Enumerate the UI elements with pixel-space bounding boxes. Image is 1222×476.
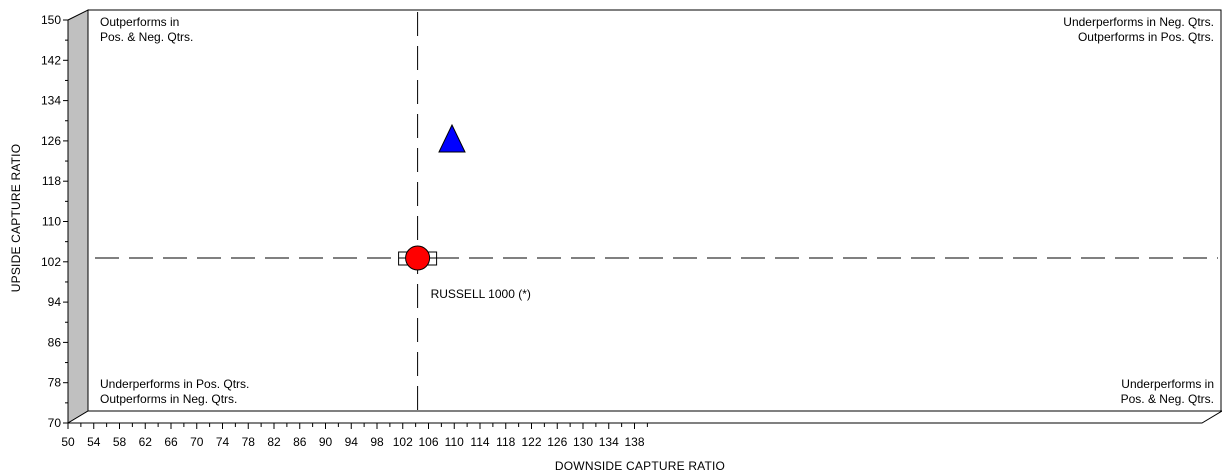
quadrant-bottom-left-line-1: Underperforms in Pos. Qtrs. [100,377,249,391]
x-tick-label: 66 [164,435,178,449]
quadrant-bottom-right-line-1: Underperforms in [1121,377,1214,391]
quadrant-top-right-line-1: Underperforms in Neg. Qtrs. [1063,15,1214,29]
x-tick-label: 122 [521,435,541,449]
x-tick-label: 98 [370,435,384,449]
quadrant-bottom-left-line-2: Outperforms in Neg. Qtrs. [100,392,237,406]
x-tick-label: 106 [418,435,438,449]
x-tick-label: 78 [242,435,256,449]
y-tick-label: 102 [41,255,61,269]
x-tick-label: 90 [319,435,333,449]
x-axis: 50 54 58 62 66 70 74 78 82 86 90 94 98 102 106 110 114 11… [61,423,648,449]
benchmark-label: RUSSELL 1000 (*) [431,287,531,301]
x-tick-label: 130 [573,435,593,449]
y-tick-label: 78 [48,376,62,390]
x-tick-label: 134 [599,435,619,449]
x-tick-label: 54 [87,435,101,449]
y-tick-label: 118 [42,174,61,188]
circle-point [405,245,431,271]
quadrant-bottom-right-line-2: Pos. & Neg. Qtrs. [1121,392,1214,406]
x-axis-title: DOWNSIDE CAPTURE RATIO [555,459,725,473]
triangle-point [438,123,466,153]
x-tick-label: 74 [216,435,230,449]
y-tick-label: 70 [48,416,62,430]
left-wall [67,9,89,424]
y-tick-label: 126 [41,134,61,148]
y-tick-label: 142 [41,53,61,67]
x-tick-label: 126 [547,435,567,449]
data-points: RUSSELL 1000 (*) [398,123,531,301]
y-axis: 70 78 86 94 102 110 118 126 134 142 150 [41,13,68,430]
x-tick-label: 50 [61,435,75,449]
x-tick-label: 110 [445,435,464,449]
quadrant-top-left-line-2: Pos. & Neg. Qtrs. [100,30,193,44]
x-tick-label: 82 [267,435,281,449]
plot-area [87,9,1222,412]
x-tick-label: 94 [345,435,359,449]
y-tick-label: 150 [41,13,61,27]
x-tick-label: 86 [293,435,307,449]
y-tick-label: 110 [42,215,61,229]
quadrant-top-right-line-2: Outperforms in Pos. Qtrs. [1078,30,1214,44]
y-tick-label: 86 [48,335,62,349]
y-tick-label: 134 [41,94,61,108]
x-tick-label: 118 [496,435,515,449]
x-tick-label: 62 [139,435,153,449]
x-tick-label: 70 [190,435,204,449]
x-tick-label: 138 [624,435,644,449]
x-tick-label: 102 [393,435,413,449]
reference-lines [95,12,1218,410]
quadrant-top-left-line-1: Outperforms in [100,15,179,29]
floor [66,410,1222,424]
x-tick-label: 58 [113,435,127,449]
y-tick-label: 94 [48,295,62,309]
y-axis-title: UPSIDE CAPTURE RATIO [9,144,23,292]
x-tick-label: 114 [470,435,489,449]
